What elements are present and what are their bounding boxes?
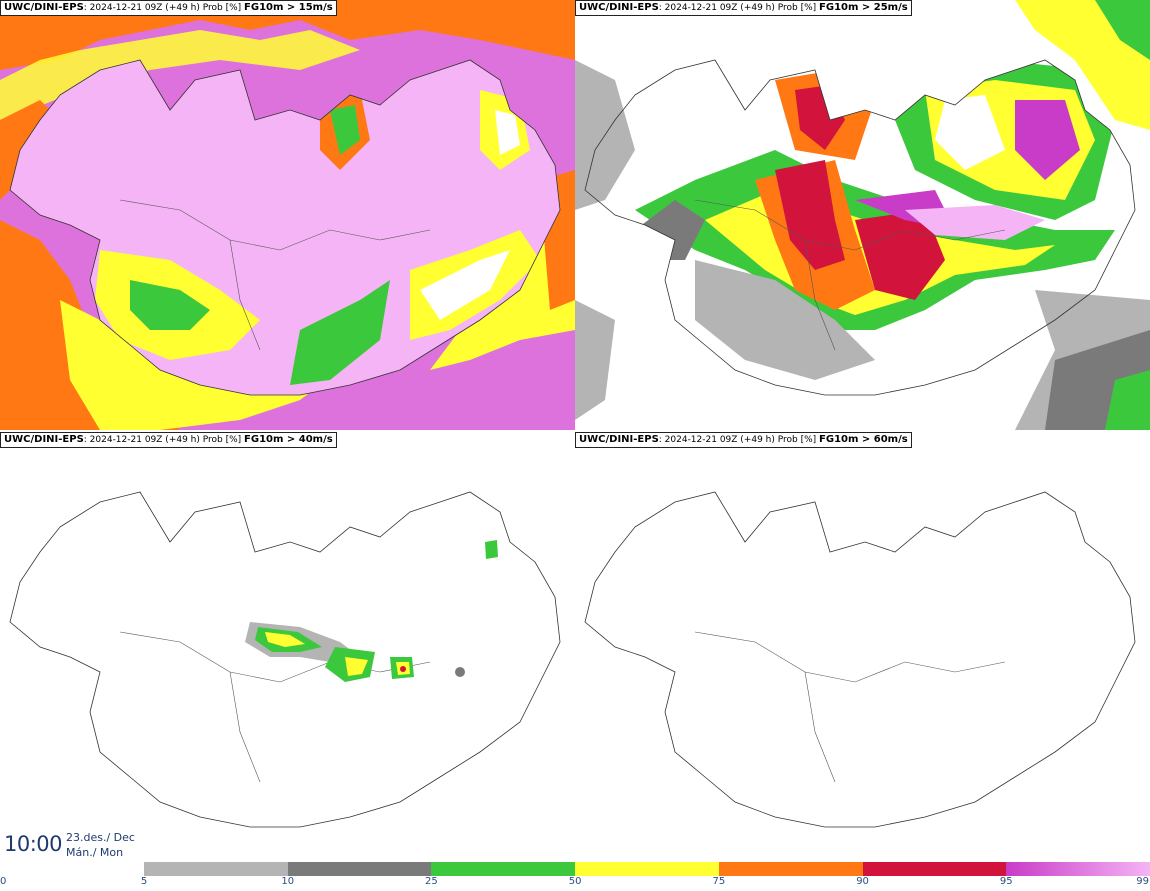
legend-swatch	[862, 862, 1007, 876]
legend-swatch	[144, 862, 289, 876]
threshold-label: FG10m > 60m/s	[819, 434, 908, 445]
probability-legend-bar	[144, 862, 1150, 876]
legend-tick-label: 95	[999, 876, 1013, 887]
panel-title: UWC/DINI-EPS: 2024-12-21 09Z (+49 h) Pro…	[575, 0, 912, 16]
legend-tick-label: 25	[425, 876, 438, 887]
panel-title: UWC/DINI-EPS: 2024-12-21 09Z (+49 h) Pro…	[0, 432, 337, 448]
valid-date: 23.des./ Dec Mán./ Mon	[66, 830, 135, 860]
probability-map-60ms	[575, 432, 1150, 862]
map-panel-15ms: UWC/DINI-EPS: 2024-12-21 09Z (+49 h) Pro…	[0, 0, 575, 430]
panel-title: UWC/DINI-EPS: 2024-12-21 09Z (+49 h) Pro…	[0, 0, 337, 16]
legend-tick-label: 5	[140, 876, 148, 887]
legend-tick-label: 50	[568, 876, 582, 887]
probability-map-15ms	[0, 0, 575, 430]
threshold-label: FG10m > 15m/s	[244, 2, 333, 13]
valid-date-line2: Mán./ Mon	[66, 846, 124, 859]
threshold-label: FG10m > 40m/s	[244, 434, 333, 445]
map-panel-40ms: UWC/DINI-EPS: 2024-12-21 09Z (+49 h) Pro…	[0, 432, 575, 862]
legend-tick-label: 0	[0, 876, 7, 887]
run-info: : 2024-12-21 09Z (+49 h) Prob [%]	[83, 3, 242, 13]
legend-tick-label: 90	[856, 876, 869, 887]
model-name: UWC/DINI-EPS	[4, 434, 84, 445]
run-info: : 2024-12-21 09Z (+49 h) Prob [%]	[658, 435, 817, 445]
probability-legend-ticks: 0 5 10 25 50 75 90 95 99	[0, 876, 1150, 890]
valid-time: 10:00	[4, 832, 63, 856]
legend-tick-label: 10	[281, 876, 295, 887]
probability-map-40ms	[0, 432, 575, 862]
threshold-label: FG10m > 25m/s	[819, 2, 908, 13]
run-info: : 2024-12-21 09Z (+49 h) Prob [%]	[83, 435, 242, 445]
run-info: : 2024-12-21 09Z (+49 h) Prob [%]	[658, 3, 817, 13]
map-panel-25ms: UWC/DINI-EPS: 2024-12-21 09Z (+49 h) Pro…	[575, 0, 1150, 430]
probability-map-25ms	[575, 0, 1150, 430]
legend-swatch	[431, 862, 576, 876]
legend-swatch	[1006, 862, 1150, 876]
valid-date-line1: 23.des./ Dec	[66, 831, 135, 844]
valid-time-box: 10:00 23.des./ Dec Mán./ Mon	[0, 826, 140, 864]
legend-swatch	[718, 862, 864, 876]
model-name: UWC/DINI-EPS	[579, 2, 659, 13]
panel-title: UWC/DINI-EPS: 2024-12-21 09Z (+49 h) Pro…	[575, 432, 912, 448]
legend-tick-label: 99	[1136, 876, 1149, 887]
legend-swatch	[575, 862, 720, 876]
model-name: UWC/DINI-EPS	[4, 2, 84, 13]
model-name: UWC/DINI-EPS	[579, 434, 659, 445]
legend-swatch	[287, 862, 432, 876]
map-panel-60ms: UWC/DINI-EPS: 2024-12-21 09Z (+49 h) Pro…	[575, 432, 1150, 862]
legend-tick-label: 75	[712, 876, 726, 887]
